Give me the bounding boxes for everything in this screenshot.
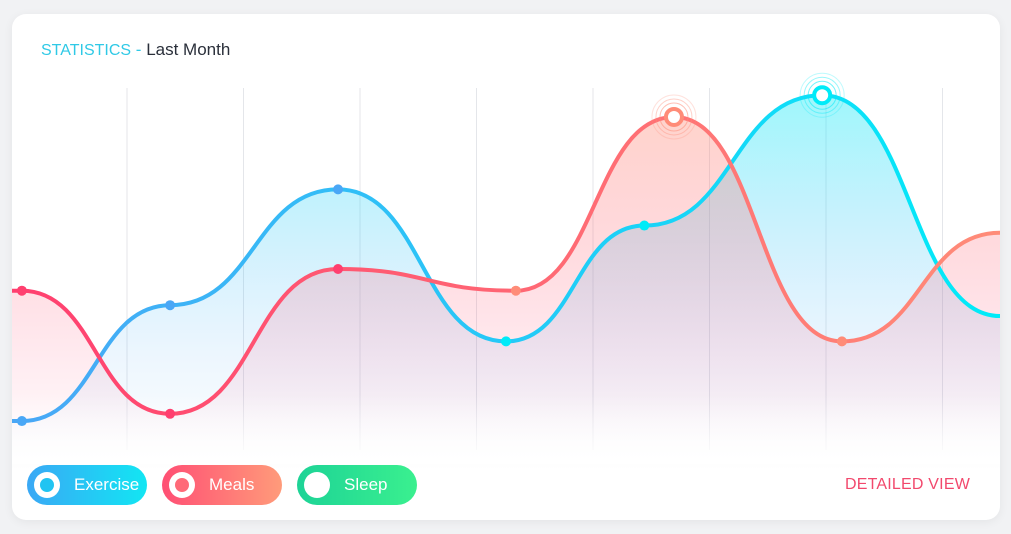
highlight-ring [651,94,697,140]
legend-toggle-exercise[interactable]: Exercise [27,465,147,505]
data-point[interactable] [639,220,650,231]
data-point[interactable] [165,300,176,311]
legend-toggle-meals[interactable]: Meals [162,465,282,505]
area-chart [12,72,1000,471]
page-title: Last Month [146,40,231,59]
header-separator: - [131,40,147,59]
data-point[interactable] [16,416,27,427]
bottom-fade [12,394,1000,464]
highlight-ring [655,98,693,136]
highlight-ring [659,102,689,132]
series-area-meals [12,116,1000,471]
series-areas [12,95,1000,471]
data-point[interactable] [333,184,344,195]
data-point[interactable] [165,408,176,419]
statistics-card: STATISTICS - Last Month Exercise Meals S… [12,14,1000,520]
data-point[interactable] [510,285,521,296]
legend-label-exercise: Exercise [74,475,140,494]
detailed-view-link[interactable]: DETAILED VIEW [845,476,970,493]
sleep-toggle-icon [304,472,330,498]
highlight-ring [803,76,841,114]
legend-toggle-sleep[interactable]: Sleep [297,465,417,505]
legend-label-sleep: Sleep [344,475,388,494]
statistics-kicker: STATISTICS [41,42,132,59]
highlight-ring [807,80,837,110]
meals-toggle-icon [169,472,195,498]
highlight-ring [799,72,845,118]
data-point[interactable] [501,336,511,347]
legend-label-meals: Meals [209,475,255,494]
data-point-highlight[interactable] [812,85,833,106]
data-point[interactable] [333,264,344,274]
series-points [16,72,847,427]
data-point-highlight[interactable] [663,106,684,127]
card-header: STATISTICS - Last Month [41,40,230,60]
data-point[interactable] [16,285,27,296]
exercise-toggle-icon [34,472,60,498]
legend: Exercise Meals Sleep [27,465,417,505]
data-point[interactable] [836,336,847,347]
series-line-meals [12,114,1000,416]
